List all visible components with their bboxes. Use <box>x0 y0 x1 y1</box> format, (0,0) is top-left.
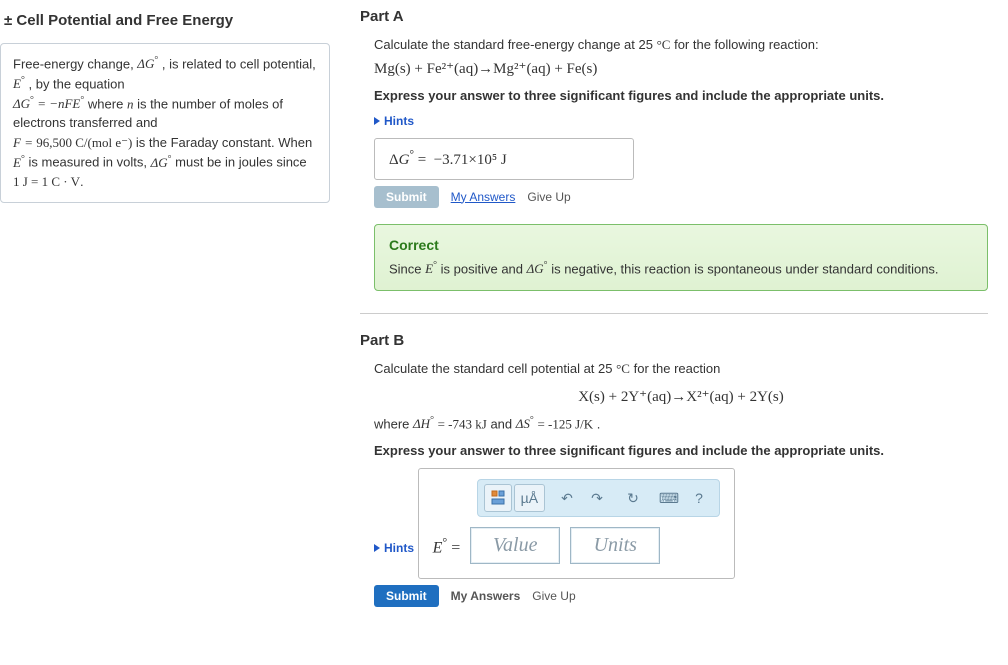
answer-lhs-label: E° = <box>433 535 461 557</box>
feedback-box: Correct Since E° is positive and ΔG° is … <box>374 224 988 292</box>
input-toolbar: µÅ ↶ ↷ ↻ ⌨ ? <box>477 479 720 517</box>
theory-text: Free-energy change, <box>13 56 137 71</box>
units-input[interactable]: Units <box>570 527 660 564</box>
theory-text: is the Faraday constant. When <box>136 135 312 150</box>
delta-s-symbol: ΔS° <box>516 416 534 431</box>
chevron-right-icon <box>374 117 380 125</box>
keyboard-icon[interactable]: ⌨ <box>655 484 683 512</box>
delta-g-symbol: ΔG° <box>527 261 548 276</box>
theory-text: is measured in volts, <box>28 155 150 170</box>
value-input[interactable]: Value <box>470 527 560 564</box>
part-a-prompt: Calculate the standard free-energy chang… <box>374 37 657 52</box>
faraday-constant: F = 96,500 C/(mol e⁻) <box>13 135 132 150</box>
hints-label: Hints <box>384 114 414 128</box>
undo-icon[interactable]: ↶ <box>553 484 581 512</box>
answer-display: ΔG° = −3.71×10⁵ J <box>374 138 634 180</box>
part-b-prompt: for the reaction <box>634 361 721 376</box>
feedback-text: Since <box>389 261 425 276</box>
hints-toggle[interactable]: Hints <box>374 541 414 555</box>
my-answers-link[interactable]: My Answers <box>451 190 516 204</box>
chevron-right-icon <box>374 544 380 552</box>
help-icon[interactable]: ? <box>685 484 713 512</box>
page-title: ± Cell Potential and Free Energy <box>0 8 330 37</box>
temperature: °C <box>657 37 671 52</box>
dh-value: = -743 <box>438 416 476 431</box>
delta-h-symbol: ΔH° <box>413 416 434 431</box>
my-answers-link[interactable]: My Answers <box>451 589 521 603</box>
theory-text: must be in joules since <box>175 155 307 170</box>
answer-value: −3.71×10⁵ J <box>434 152 507 168</box>
temperature: °C <box>616 361 630 376</box>
period: . <box>597 416 601 431</box>
submit-button[interactable]: Submit <box>374 585 439 607</box>
answer-input-panel: µÅ ↶ ↷ ↻ ⌨ ? E° = Value Units <box>418 468 735 579</box>
dh-units: kJ <box>475 416 487 431</box>
free-energy-equation: ΔG° = −nFE° <box>13 96 84 111</box>
part-b-header: Part B <box>360 332 988 349</box>
joule-relation: 1 J = 1 C · V <box>13 174 80 189</box>
theory-box: Free-energy change, ΔG° , is related to … <box>0 43 330 203</box>
hints-label: Hints <box>384 541 414 555</box>
part-b-reaction: X(s) + 2Y⁺(aq)→X²⁺(aq) + 2Y(s) <box>374 387 988 406</box>
feedback-text: is positive and <box>441 261 527 276</box>
theory-text: , by the equation <box>28 76 124 91</box>
ds-value: = -125 <box>537 416 575 431</box>
feedback-title: Correct <box>389 237 973 253</box>
theory-text: , is related to cell potential, <box>162 56 316 71</box>
part-a-instruction: Express your answer to three significant… <box>374 88 988 103</box>
e-symbol: E° <box>13 76 25 91</box>
where-text: where <box>374 416 413 431</box>
e-symbol: E° <box>13 155 25 170</box>
ds-units: J/K <box>575 416 593 431</box>
delta-g-symbol: ΔG° <box>151 155 172 170</box>
part-b-prompt: Calculate the standard cell potential at… <box>374 361 616 376</box>
and-text: and <box>490 416 515 431</box>
reset-icon[interactable]: ↻ <box>619 484 647 512</box>
feedback-text: is negative, this reaction is spontaneou… <box>551 261 938 276</box>
n-symbol: n <box>127 96 134 111</box>
theory-text: where <box>88 96 127 111</box>
hints-toggle[interactable]: Hints <box>374 114 414 128</box>
fraction-template-icon[interactable] <box>484 484 512 512</box>
delta-g-symbol: ΔG° <box>137 56 158 71</box>
units-menu-button[interactable]: µÅ <box>514 484 545 512</box>
part-a-reaction: Mg(s) + Fe²⁺(aq)→Mg²⁺(aq) + Fe(s) <box>374 59 988 78</box>
part-a-prompt: for the following reaction: <box>674 37 819 52</box>
redo-icon[interactable]: ↷ <box>583 484 611 512</box>
submit-button[interactable]: Submit <box>374 186 439 208</box>
part-b-instruction: Express your answer to three significant… <box>374 443 988 458</box>
give-up-link[interactable]: Give Up <box>532 589 575 603</box>
part-a-header: Part A <box>360 8 988 25</box>
e-symbol: E° <box>425 261 437 276</box>
give-up-link[interactable]: Give Up <box>527 190 570 204</box>
divider <box>360 313 988 314</box>
